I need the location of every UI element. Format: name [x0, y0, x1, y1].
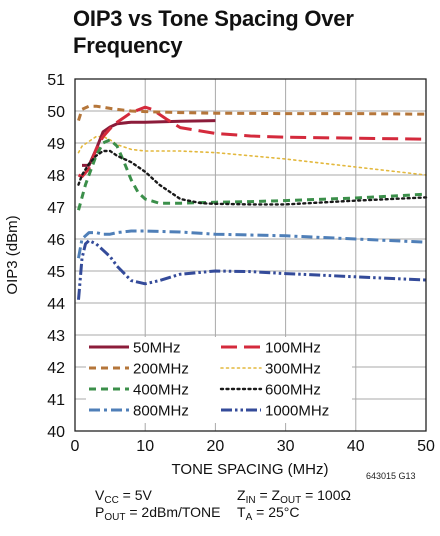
pout-condition: POUT = 2dBm/TONE: [95, 504, 221, 524]
x-tick-label: 30: [277, 438, 295, 455]
x-axis-label: TONE SPACING (MHz): [172, 461, 329, 478]
y-tick-label: 51: [47, 72, 65, 89]
y-tick-label: 49: [47, 136, 65, 153]
series-line-100mhz: [77, 105, 427, 179]
y-tick-label: 43: [47, 328, 65, 345]
series-line-600mhz: [77, 149, 428, 206]
legend-label-600mhz: 600MHz: [265, 382, 321, 399]
series-line-200mhz: [77, 104, 427, 122]
y-tick-label: 48: [47, 168, 65, 185]
y-tick-label: 40: [47, 424, 65, 441]
legend-label-800mhz: 800MHz: [133, 403, 189, 420]
temperature-condition: TA = 25°C: [237, 504, 300, 524]
x-tick-label: 50: [417, 438, 435, 455]
series-line-400mhz: [77, 138, 427, 211]
y-tick-label: 50: [47, 104, 65, 121]
legend-label-200mhz: 200MHz: [133, 361, 189, 378]
y-tick-label: 47: [47, 200, 65, 217]
series-line-300mhz: [77, 135, 427, 176]
legend-label-50mhz: 50MHz: [133, 340, 181, 357]
x-tick-label: 20: [207, 438, 225, 455]
y-tick-label: 45: [47, 264, 65, 281]
y-tick-label: 42: [47, 360, 65, 377]
y-axis-label: OIP3 (dBm): [4, 215, 21, 294]
vcc-condition: VCC = 5V: [95, 487, 152, 507]
legend-background: [86, 337, 352, 423]
legend-label-1000mhz: 1000MHz: [265, 403, 329, 420]
legend-label-400mhz: 400MHz: [133, 382, 189, 399]
series-lines: [77, 104, 428, 300]
chart-title: OIP3 vs Tone Spacing Over Frequency: [73, 6, 354, 58]
series-line-800mhz: [77, 229, 427, 259]
y-tick-label: 46: [47, 232, 65, 249]
tick-labels: 0 10 20 30 40 50 40 41 42 43 44 45 46 47 48 49 50 51: [47, 72, 435, 455]
x-tick-label: 0: [71, 438, 80, 455]
impedance-condition: ZIN = ZOUT = 100Ω: [237, 487, 351, 507]
series-line-1000mhz: [77, 239, 427, 300]
x-tick-label: 10: [136, 438, 154, 455]
y-tick-label: 44: [47, 296, 65, 313]
legend: 50MHz 100MHz 200MHz 300MHz 400MHz 600MHz 800MH…: [89, 340, 329, 420]
legend-label-300mhz: 300MHz: [265, 361, 321, 378]
figure-id: 643015 G13: [366, 471, 416, 481]
x-tick-label: 40: [347, 438, 365, 455]
y-tick-label: 41: [47, 392, 65, 409]
plot-frame: [74, 78, 427, 432]
legend-label-100mhz: 100MHz: [265, 340, 321, 357]
